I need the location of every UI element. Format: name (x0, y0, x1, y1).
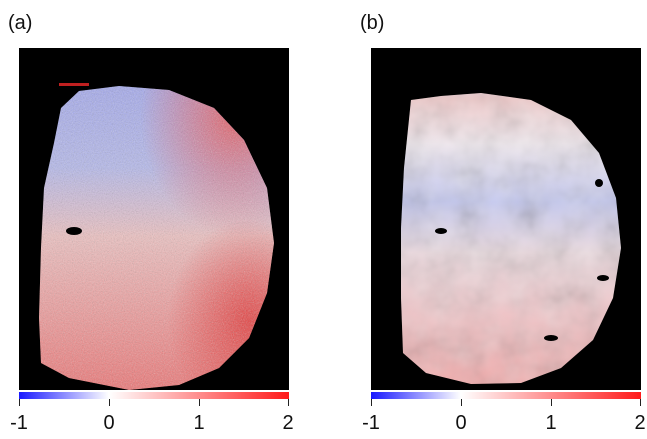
panel-b-map (371, 48, 641, 390)
panel-b-tick-neg1: -1 (362, 412, 380, 434)
panel-a-tick-0: 0 (103, 412, 115, 434)
panel-a: (a) (0, 0, 294, 439)
panel-b-colorbar-ticks (371, 399, 641, 407)
panel-b-tick-2: 2 (634, 412, 646, 434)
panel-b: (b) (352, 0, 646, 439)
panel-a-map (19, 48, 289, 390)
panel-b-colorbar (371, 392, 641, 399)
panel-b-tick-0: 0 (455, 412, 467, 434)
panel-a-label: (a) (8, 12, 33, 34)
panel-a-tick-1: 1 (193, 412, 205, 434)
panel-b-tick-1: 1 (545, 412, 557, 434)
panel-a-tick-neg1: -1 (10, 412, 28, 434)
panel-a-colorbar-ticks (19, 399, 289, 407)
panel-a-colorbar (19, 392, 289, 399)
panel-a-tick-2: 2 (282, 412, 294, 434)
panel-b-label: (b) (360, 12, 385, 34)
